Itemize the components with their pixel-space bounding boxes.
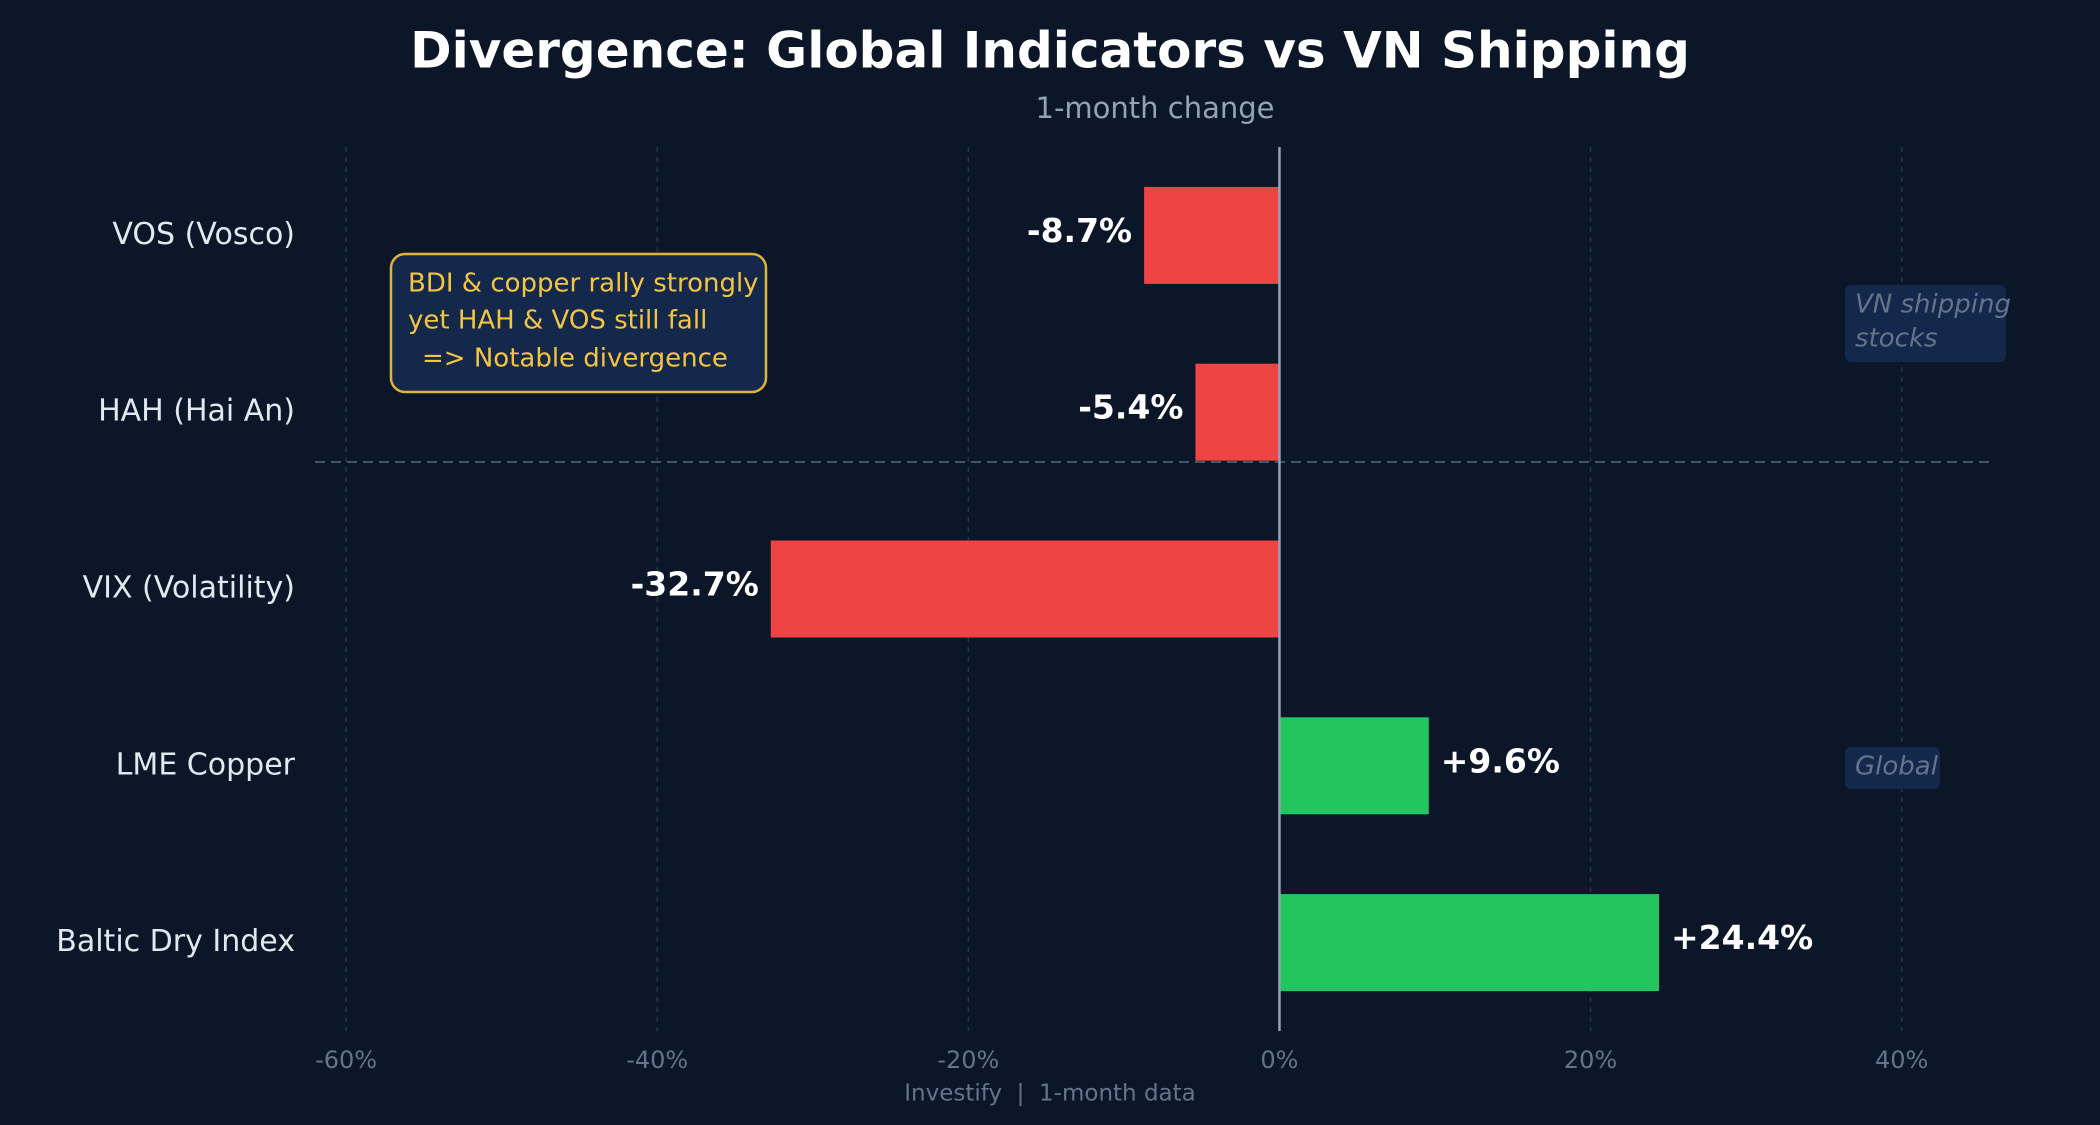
chart-subtitle: 1-month change [1036, 91, 1275, 125]
x-tick-label: 40% [1875, 1046, 1928, 1074]
group-label-box [1845, 747, 1940, 789]
chart-title: Divergence: Global Indicators vs VN Ship… [410, 22, 1690, 80]
y-tick-label: VOS (Vosco) [112, 217, 295, 252]
annotation-line: yet HAH & VOS still fall [408, 306, 707, 336]
bar [1279, 894, 1659, 992]
value-label: +9.6% [1441, 741, 1560, 780]
x-tick-label: 20% [1564, 1046, 1617, 1074]
bars: VOS (Vosco) -8.7% HAH (Hai An) -5.4% VIX (Vo… [56, 147, 1813, 1031]
y-tick-label: Baltic Dry Index [56, 924, 295, 959]
group-label: VN shipping [1855, 290, 2011, 320]
group-label: stocks [1855, 324, 1938, 354]
bar [770, 540, 1280, 638]
bar [1144, 186, 1280, 284]
y-tick-label: HAH (Hai An) [98, 394, 295, 429]
group-label: Global [1855, 752, 1939, 782]
y-tick-label: VIX (Volatility) [83, 571, 295, 606]
annotation-line: => Notable divergence [422, 344, 728, 374]
y-tick-label: LME Copper [116, 747, 296, 782]
annotation-line: BDI & copper rally strongly [408, 269, 759, 299]
value-label: -32.7% [631, 565, 759, 604]
x-tick-label: 0% [1260, 1046, 1298, 1074]
group-label-box [1845, 285, 2006, 362]
x-tick-label: -60% [315, 1046, 377, 1074]
x-tick-label: -40% [626, 1046, 688, 1074]
bar [1195, 363, 1280, 461]
value-label: -8.7% [1027, 211, 1132, 250]
footer: Investify | 1-month data [904, 1081, 1196, 1107]
x-tick-label: -20% [937, 1046, 999, 1074]
bar [1279, 717, 1429, 815]
value-label: -5.4% [1078, 388, 1183, 427]
value-label: +24.4% [1671, 918, 1813, 957]
annotation-box [389, 252, 768, 394]
